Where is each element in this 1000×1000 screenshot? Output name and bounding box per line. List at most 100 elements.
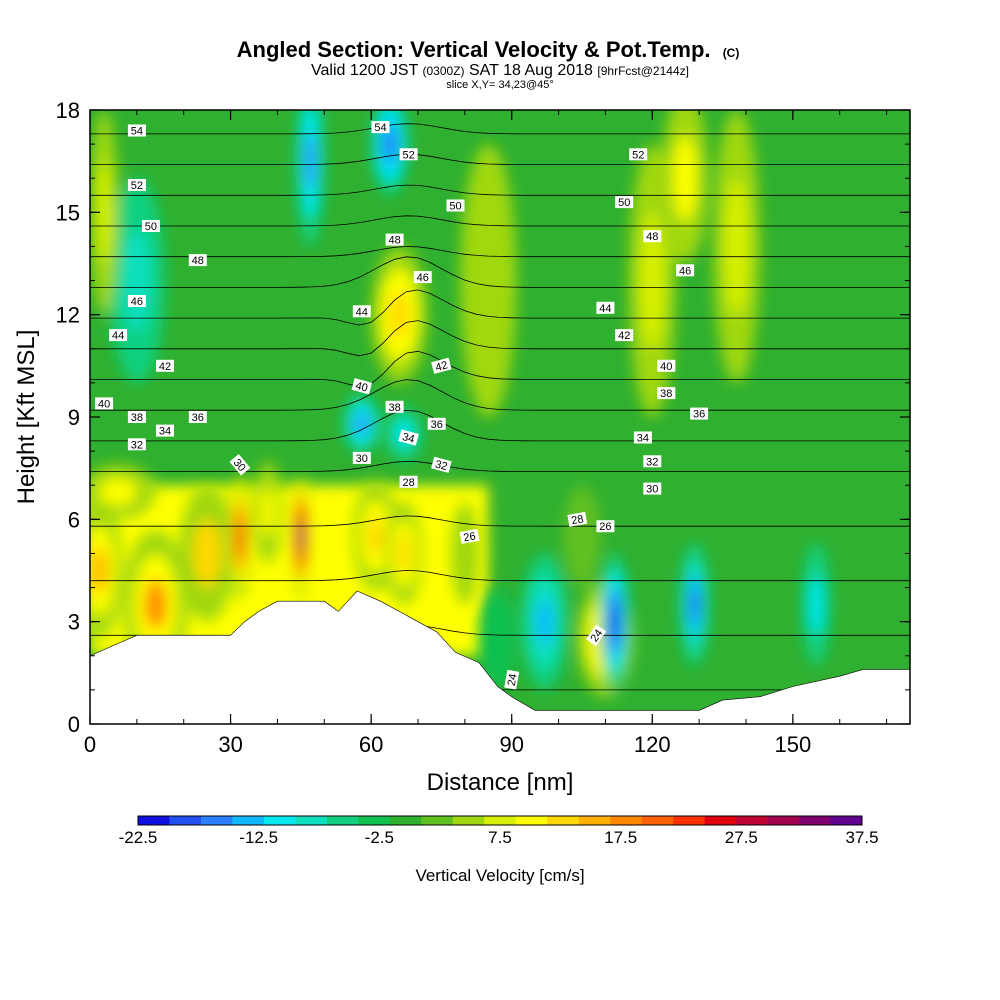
theta-label-box xyxy=(446,199,465,212)
colorbar-swatch-15 xyxy=(610,816,642,825)
colorbar-swatch-5 xyxy=(295,816,328,825)
theta-label-text: 48 xyxy=(192,255,204,267)
theta-label-box xyxy=(127,295,146,307)
velocity-cell-23-ring-0 xyxy=(460,144,517,418)
y-tick-label: 6 xyxy=(68,507,80,532)
theta-label-8: 38 xyxy=(127,411,146,424)
theta-label-text: 32 xyxy=(646,456,658,468)
y-tick-label: 12 xyxy=(56,303,80,328)
theta-label-6: 42 xyxy=(156,359,174,373)
theta-label-2: 50 xyxy=(141,220,160,233)
theta-label-text: 36 xyxy=(431,419,443,431)
theta-label-text: 40 xyxy=(98,398,110,410)
theta-label-box xyxy=(127,411,146,423)
velocity-cell-27-ring-0 xyxy=(563,485,601,588)
theta-label-box xyxy=(657,387,676,400)
colorbar-label: -2.5 xyxy=(365,828,394,847)
theta-label-box xyxy=(109,329,128,342)
theta-contour-38 xyxy=(90,350,910,387)
theta-label-box xyxy=(643,230,662,243)
theta-label-text: 52 xyxy=(402,149,414,161)
theta-label-box xyxy=(504,669,520,690)
theta-label-box xyxy=(385,233,404,246)
theta-label-24: 32 xyxy=(431,456,452,473)
theta-label-box xyxy=(431,357,452,374)
velocity-cell-6-ring-2 xyxy=(368,518,384,555)
theta-label-box xyxy=(431,456,452,473)
theta-label-box xyxy=(351,378,373,395)
colorbar-swatch-22 xyxy=(830,816,863,825)
theta-label-box xyxy=(352,451,371,464)
theta-label-box xyxy=(459,528,480,544)
velocity-cell-22-ring-1 xyxy=(97,161,112,264)
theta-label-text: 52 xyxy=(131,180,143,192)
theta-label-box xyxy=(127,124,146,137)
theta-label-17: 46 xyxy=(413,271,432,284)
theta-label-9: 36 xyxy=(188,411,207,424)
theta-label-15: 50 xyxy=(446,199,465,213)
theta-label-text: 34 xyxy=(401,431,416,446)
velocity-cell-8-ring-0 xyxy=(450,502,479,605)
theta-label-19: 42 xyxy=(431,357,452,374)
x-tick-label: 60 xyxy=(359,732,383,757)
theta-contour-34 xyxy=(90,409,910,442)
theta-label-box xyxy=(643,455,662,468)
slice-label: slice X,Y= 34,23@45° xyxy=(446,79,554,91)
theta-label-text: 32 xyxy=(131,439,143,451)
velocity-cell-9-ring-2 xyxy=(389,291,409,338)
theta-label-box xyxy=(657,359,676,372)
terrain-mask xyxy=(90,590,910,724)
colorbar-swatch-13 xyxy=(547,816,579,825)
velocity-cell-7-ring-2 xyxy=(397,536,411,571)
theta-label-box xyxy=(156,359,174,372)
theta-label-text: 28 xyxy=(570,513,584,527)
chart-title-suffix: (C) xyxy=(723,46,740,60)
theta-label-box xyxy=(385,400,404,413)
theta-label-21: 38 xyxy=(385,400,404,414)
theta-label-text: 44 xyxy=(112,330,124,342)
theta-label-box xyxy=(127,438,146,451)
colorbar-label: -22.5 xyxy=(119,828,158,847)
colorbar-swatch-0 xyxy=(138,816,170,825)
theta-label-10: 34 xyxy=(156,424,174,438)
theta-label-33: 46 xyxy=(676,264,695,277)
theta-label-text: 30 xyxy=(646,484,658,496)
theta-label-box xyxy=(399,475,418,488)
theta-label-box xyxy=(676,264,695,277)
colorbar-swatch-10 xyxy=(452,816,485,825)
theta-contour-40 xyxy=(90,320,910,357)
theta-label-14: 52 xyxy=(399,148,418,161)
colorbar-swatch-1 xyxy=(169,816,202,825)
theta-label-5: 44 xyxy=(109,329,128,342)
theta-label-box xyxy=(643,482,662,495)
theta-contour-46 xyxy=(90,246,910,258)
theta-contour-28 xyxy=(90,570,910,582)
theta-label-7: 40 xyxy=(95,397,114,410)
theta-label-text: 44 xyxy=(599,303,611,315)
subtitle-valid: Valid 1200 JST xyxy=(311,62,419,79)
theta-label-29: 24 xyxy=(586,624,607,647)
velocity-cell-10-ring-1 xyxy=(99,478,137,506)
velocity-cell-16-ring-0 xyxy=(478,587,517,690)
theta-label-27: 26 xyxy=(459,528,480,544)
theta-label-box xyxy=(596,520,615,533)
velocity-cell-14-ring-3 xyxy=(690,589,699,620)
colorbar-swatch-8 xyxy=(389,816,422,825)
colorbar-swatch-20 xyxy=(767,816,800,825)
theta-label-text: 38 xyxy=(660,388,672,400)
velocity-cell-21-ring-1 xyxy=(122,229,151,332)
theta-label-text: 46 xyxy=(417,272,429,284)
theta-label-text: 48 xyxy=(646,231,658,243)
theta-label-41: 30 xyxy=(643,482,662,496)
theta-label-32: 48 xyxy=(643,230,662,243)
x-tick-label: 30 xyxy=(218,732,242,757)
x-tick-label: 150 xyxy=(774,732,811,757)
theta-label-16: 48 xyxy=(385,233,404,247)
velocity-cell-3-ring-4 xyxy=(237,524,243,549)
chart-subtitle: Valid 1200 JST (0300Z) SAT 18 Aug 2018 [… xyxy=(311,62,689,79)
theta-label-43: 26 xyxy=(596,520,615,533)
theta-label-text: 36 xyxy=(693,409,705,421)
theta-label-13: 54 xyxy=(371,121,390,134)
theta-label-text: 48 xyxy=(388,235,400,247)
